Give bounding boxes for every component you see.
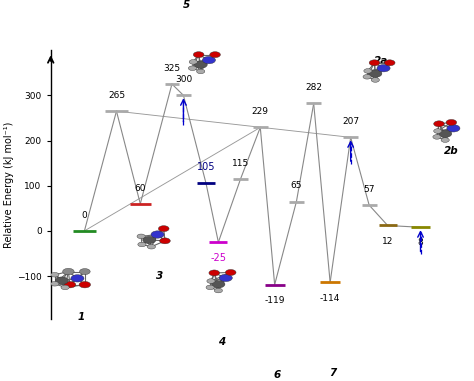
Text: 105: 105 bbox=[197, 162, 215, 172]
Ellipse shape bbox=[138, 242, 146, 247]
Text: 1: 1 bbox=[78, 312, 85, 322]
Text: 5: 5 bbox=[182, 0, 190, 10]
Ellipse shape bbox=[63, 268, 74, 275]
Text: 115: 115 bbox=[232, 159, 249, 168]
Text: 7: 7 bbox=[329, 368, 337, 378]
Ellipse shape bbox=[434, 129, 442, 133]
Ellipse shape bbox=[71, 275, 84, 282]
Ellipse shape bbox=[371, 78, 379, 82]
Text: 2b: 2b bbox=[444, 146, 458, 156]
Text: 12: 12 bbox=[382, 237, 393, 246]
Text: 325: 325 bbox=[164, 64, 181, 73]
Ellipse shape bbox=[363, 75, 371, 79]
Ellipse shape bbox=[55, 277, 68, 284]
Ellipse shape bbox=[214, 288, 222, 293]
Ellipse shape bbox=[219, 274, 232, 282]
Ellipse shape bbox=[369, 70, 382, 77]
Text: 300: 300 bbox=[175, 75, 192, 84]
Ellipse shape bbox=[202, 56, 216, 64]
Ellipse shape bbox=[51, 282, 59, 286]
Text: -25: -25 bbox=[210, 253, 227, 263]
Ellipse shape bbox=[79, 282, 91, 288]
Ellipse shape bbox=[158, 226, 169, 232]
Text: 4: 4 bbox=[218, 337, 225, 347]
Text: 265: 265 bbox=[108, 91, 125, 100]
Ellipse shape bbox=[197, 69, 205, 74]
Ellipse shape bbox=[441, 138, 449, 142]
Text: 207: 207 bbox=[342, 117, 359, 126]
Ellipse shape bbox=[207, 279, 215, 283]
Ellipse shape bbox=[369, 60, 380, 66]
Ellipse shape bbox=[147, 245, 155, 249]
Ellipse shape bbox=[51, 272, 59, 277]
Ellipse shape bbox=[151, 231, 164, 238]
Ellipse shape bbox=[193, 52, 204, 58]
Text: 65: 65 bbox=[291, 181, 302, 190]
Ellipse shape bbox=[189, 59, 197, 64]
Ellipse shape bbox=[64, 282, 76, 288]
Ellipse shape bbox=[210, 52, 220, 58]
Ellipse shape bbox=[447, 125, 460, 132]
Text: 282: 282 bbox=[305, 83, 322, 92]
Ellipse shape bbox=[384, 60, 395, 66]
Ellipse shape bbox=[377, 64, 390, 72]
Ellipse shape bbox=[61, 285, 69, 290]
Text: 3: 3 bbox=[156, 271, 164, 281]
Ellipse shape bbox=[206, 285, 214, 290]
Ellipse shape bbox=[433, 134, 441, 139]
Ellipse shape bbox=[364, 69, 372, 73]
Ellipse shape bbox=[209, 270, 219, 276]
Text: 0: 0 bbox=[82, 211, 87, 220]
Ellipse shape bbox=[225, 269, 236, 275]
Y-axis label: Relative Energy (kJ mol⁻¹): Relative Energy (kJ mol⁻¹) bbox=[4, 122, 14, 248]
Ellipse shape bbox=[160, 238, 170, 244]
Ellipse shape bbox=[212, 280, 225, 288]
Ellipse shape bbox=[143, 236, 156, 243]
Ellipse shape bbox=[188, 66, 197, 70]
Text: 6: 6 bbox=[274, 370, 281, 380]
Ellipse shape bbox=[80, 269, 90, 275]
Ellipse shape bbox=[137, 234, 145, 239]
Text: 8: 8 bbox=[418, 239, 423, 247]
Ellipse shape bbox=[194, 61, 207, 68]
Text: 229: 229 bbox=[252, 107, 269, 116]
Text: -119: -119 bbox=[264, 296, 285, 305]
Ellipse shape bbox=[434, 121, 444, 127]
Ellipse shape bbox=[438, 130, 452, 138]
Ellipse shape bbox=[446, 120, 456, 125]
Text: 60: 60 bbox=[135, 184, 146, 193]
Text: 57: 57 bbox=[364, 185, 375, 194]
Text: -114: -114 bbox=[320, 293, 340, 303]
Text: 2a: 2a bbox=[374, 56, 388, 66]
